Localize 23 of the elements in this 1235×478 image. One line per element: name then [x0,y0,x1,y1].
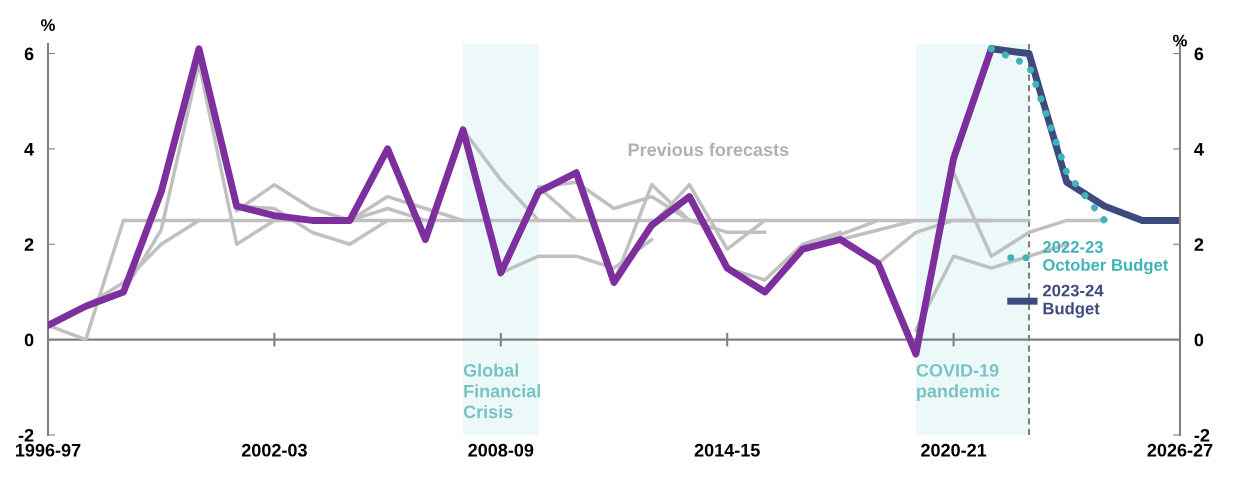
y2-axis-title: % [1173,34,1187,47]
x-tick-label: 2008-09 [468,443,534,457]
y-tick-label: 6 [24,47,34,61]
y-axis-title: % [41,19,55,31]
y-tick-label: 4 [24,143,35,156]
y-tick-label: 0 [24,333,34,347]
y2-tick-label: 6 [1194,47,1204,61]
legend-label: 2022-23 October Budget [1042,241,1169,275]
x-tick-label: 2002-03 [241,443,307,457]
y-tick-label: 2 [24,238,34,251]
y2-tick-label: 0 [1194,333,1204,347]
legend-label: 2023-24 Budget [1042,284,1104,318]
x-tick-label: 1996-97 [16,443,81,457]
y-tick-label: -2 [18,428,34,442]
x-tick-label: 2020-21 [921,443,987,457]
text: Previous forecasts [628,142,789,157]
annotation: Global Financial Crisis [463,363,541,419]
annotation: COVID-19 pandemic [916,363,1000,402]
y2-tick-label: 4 [1194,143,1204,156]
x-tick-label: 2014-15 [694,443,760,457]
y2-tick-label: 2 [1194,238,1204,251]
y2-tick-label: -2 [1194,428,1210,442]
x-tick-label: 2026-27 [1147,443,1213,457]
